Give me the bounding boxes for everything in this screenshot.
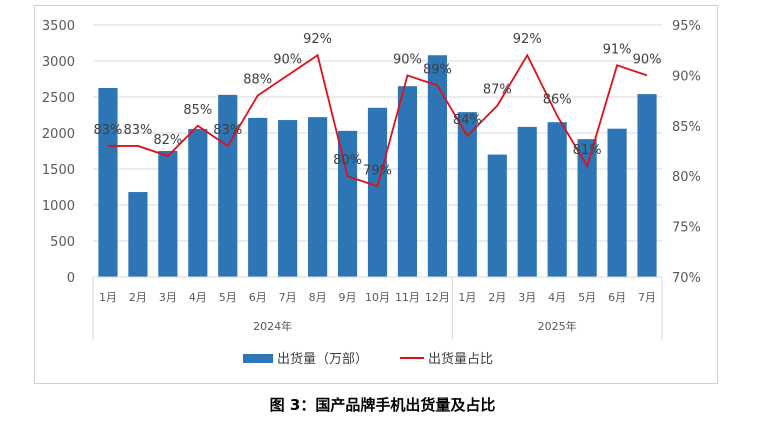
bar [577, 139, 597, 277]
y-left-tick: 3000 [42, 55, 75, 70]
share-line [107, 53, 648, 188]
data-label: 86% [543, 93, 572, 108]
bar [98, 88, 118, 277]
x-tick: 4月 [189, 291, 207, 304]
legend-bar-swatch [243, 354, 273, 363]
bar [487, 154, 507, 277]
x-tick: 3月 [518, 291, 536, 304]
bar [188, 129, 208, 277]
data-label: 87% [483, 83, 512, 98]
bar [427, 55, 447, 277]
bar [457, 112, 477, 278]
y-right-tick: 75% [672, 221, 701, 236]
x-tick: 1月 [99, 291, 117, 304]
group-label: 2025年 [538, 319, 577, 333]
data-label: 80% [333, 153, 362, 168]
bar [607, 128, 627, 277]
x-tick: 8月 [309, 291, 327, 304]
y-left-tick: 3500 [42, 19, 75, 34]
data-label: 92% [513, 32, 542, 47]
x-tick: 4月 [548, 291, 566, 304]
data-label: 92% [303, 32, 332, 47]
y-left-tick: 2500 [42, 91, 75, 106]
x-tick: 7月 [279, 291, 297, 304]
bar [367, 107, 388, 277]
chart-caption: 图 3：国产品牌手机出货量及占比 [269, 396, 496, 414]
chart-frame [34, 5, 718, 384]
data-label: 83% [123, 123, 152, 138]
x-tick: 6月 [608, 291, 626, 304]
x-tick: 5月 [578, 291, 596, 304]
data-label: 79% [363, 163, 392, 178]
y-right-tick: 95% [672, 19, 701, 34]
x-tick: 6月 [249, 291, 267, 304]
y-right-tick: 90% [672, 69, 701, 84]
x-tick: 7月 [638, 291, 656, 304]
x-tick: 3月 [159, 291, 177, 304]
data-label: 90% [393, 52, 422, 67]
bar [158, 151, 178, 277]
data-label: 85% [183, 103, 212, 118]
y-right-tick: 85% [672, 120, 701, 135]
group-label: 2024年 [253, 319, 292, 333]
y-right-tick: 80% [672, 170, 701, 185]
bar [397, 86, 418, 277]
x-tick: 2月 [129, 291, 147, 304]
y-left-tick: 2000 [42, 127, 75, 142]
bar [517, 126, 537, 277]
bar [218, 94, 238, 277]
x-tick: 1月 [458, 291, 476, 304]
x-tick: 2月 [488, 291, 506, 304]
bar [337, 130, 358, 277]
y-left-tick: 1000 [42, 199, 75, 214]
data-label: 83% [94, 123, 123, 138]
bar [128, 192, 148, 277]
data-label: 82% [153, 133, 182, 148]
bar [278, 120, 298, 277]
x-tick: 9月 [339, 291, 357, 304]
bar [547, 122, 567, 277]
y-left-tick: 500 [50, 235, 75, 250]
y-left-tick: 1500 [42, 163, 75, 178]
bar [637, 94, 657, 278]
legend-bar-label: 出货量（万部） [277, 351, 368, 367]
data-label: 89% [423, 62, 452, 77]
x-tick: 12月 [425, 291, 450, 304]
legend-line-label: 出货量占比 [428, 351, 493, 367]
data-label: 90% [273, 52, 302, 67]
x-tick: 10月 [365, 291, 390, 304]
bar [248, 117, 268, 277]
data-label: 84% [453, 113, 482, 128]
y-right-tick: 70% [672, 271, 701, 286]
x-tick: 11月 [395, 291, 420, 304]
data-label: 83% [213, 123, 242, 138]
data-label: 91% [603, 42, 632, 57]
x-tick: 5月 [219, 291, 237, 304]
data-label: 81% [573, 143, 602, 158]
data-label: 88% [243, 73, 272, 88]
data-label: 90% [633, 52, 662, 67]
y-left-tick: 0 [67, 271, 75, 286]
bar [308, 117, 328, 277]
